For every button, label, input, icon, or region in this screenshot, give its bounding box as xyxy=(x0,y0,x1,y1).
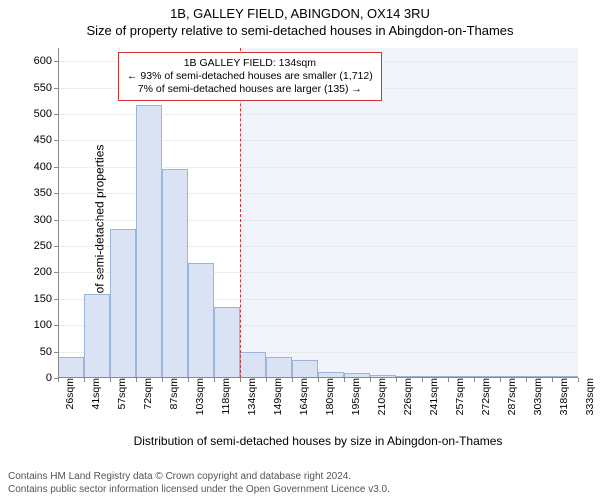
x-tick-label: 318sqm xyxy=(552,378,570,415)
footer-line-1: Contains HM Land Registry data © Crown c… xyxy=(8,471,390,484)
y-tick-label: 150 xyxy=(34,293,58,305)
x-tick-label: 26sqm xyxy=(58,378,76,410)
x-tick-label: 303sqm xyxy=(526,378,544,415)
histogram-bar xyxy=(110,229,136,378)
x-tick-label: 87sqm xyxy=(162,378,180,410)
x-tick-label: 195sqm xyxy=(344,378,362,415)
x-tick-label: 134sqm xyxy=(240,378,258,415)
histogram-bar xyxy=(266,357,292,378)
x-tick-label: 226sqm xyxy=(396,378,414,415)
y-tick-label: 300 xyxy=(34,214,58,226)
y-tick-label: 100 xyxy=(34,319,58,331)
x-tick-label: 149sqm xyxy=(266,378,284,415)
x-tick-label: 103sqm xyxy=(188,378,206,415)
x-tick-label: 241sqm xyxy=(422,378,440,415)
y-tick-label: 550 xyxy=(34,82,58,94)
x-tick-label: 333sqm xyxy=(578,378,596,415)
histogram-bar xyxy=(292,360,318,378)
annotation-line-2: ← 93% of semi-detached houses are smalle… xyxy=(127,70,373,83)
x-tick-label: 57sqm xyxy=(110,378,128,410)
histogram-bar xyxy=(240,352,266,378)
y-tick-label: 500 xyxy=(34,108,58,120)
x-tick-label: 72sqm xyxy=(136,378,154,410)
annotation-box: 1B GALLEY FIELD: 134sqm← 93% of semi-det… xyxy=(118,52,382,101)
y-tick-label: 0 xyxy=(46,372,58,384)
y-tick-label: 400 xyxy=(34,161,58,173)
histogram-bar xyxy=(162,169,188,378)
x-axis-line xyxy=(58,377,578,378)
title-line-2: Size of property relative to semi-detach… xyxy=(0,23,600,38)
annotation-line-1: 1B GALLEY FIELD: 134sqm xyxy=(127,57,373,70)
histogram-bar xyxy=(136,105,162,379)
x-tick-label: 257sqm xyxy=(448,378,466,415)
y-tick-label: 350 xyxy=(34,187,58,199)
histogram-bar xyxy=(58,357,84,378)
histogram-bar xyxy=(84,294,110,378)
y-axis-line xyxy=(58,48,59,378)
x-tick-label: 118sqm xyxy=(214,378,232,415)
annotation-line-3: 7% of semi-detached houses are larger (1… xyxy=(127,83,373,96)
x-tick-label: 287sqm xyxy=(500,378,518,415)
y-tick-label: 200 xyxy=(34,266,58,278)
x-tick-label: 41sqm xyxy=(84,378,102,410)
chart-title: 1B, GALLEY FIELD, ABINGDON, OX14 3RU Siz… xyxy=(0,0,600,38)
y-tick-label: 250 xyxy=(34,240,58,252)
y-tick-label: 600 xyxy=(34,55,58,67)
x-tick-label: 272sqm xyxy=(474,378,492,415)
histogram-bar xyxy=(188,263,214,378)
title-line-1: 1B, GALLEY FIELD, ABINGDON, OX14 3RU xyxy=(0,6,600,21)
x-tick-label: 180sqm xyxy=(318,378,336,415)
plot-area: 0501001502002503003504004505005506001B G… xyxy=(58,48,578,378)
y-tick-label: 50 xyxy=(40,346,58,358)
chart-container: Number of semi-detached properties 05010… xyxy=(0,42,600,442)
x-tick-label: 210sqm xyxy=(370,378,388,415)
histogram-bar xyxy=(214,307,240,378)
footer-attribution: Contains HM Land Registry data © Crown c… xyxy=(8,471,390,496)
x-axis-label: Distribution of semi-detached houses by … xyxy=(58,434,578,448)
x-tick-label: 164sqm xyxy=(292,378,310,415)
y-tick-label: 450 xyxy=(34,134,58,146)
footer-line-2: Contains public sector information licen… xyxy=(8,484,390,497)
